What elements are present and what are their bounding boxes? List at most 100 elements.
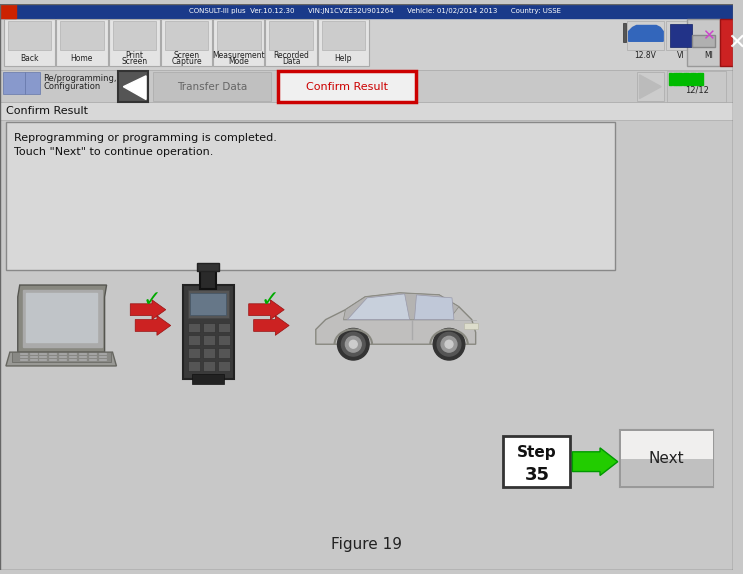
Bar (0, 4, 733, 18)
Polygon shape (415, 295, 454, 320)
Bar (30, 356, 37, 358)
Polygon shape (348, 294, 409, 320)
FancyArrow shape (135, 316, 171, 335)
Text: Re/programming,: Re/programming, (43, 74, 117, 83)
Bar (59, 359, 67, 361)
Text: Transfer Data: Transfer Data (177, 82, 247, 92)
Text: Home: Home (71, 53, 93, 63)
Text: Configuration: Configuration (43, 82, 100, 91)
Text: Back: Back (20, 53, 39, 63)
Circle shape (345, 336, 361, 352)
Bar (153, 72, 271, 102)
Bar (4, 18, 55, 66)
Bar (30, 359, 37, 361)
Bar (189, 335, 201, 345)
Polygon shape (6, 352, 117, 366)
Bar (79, 353, 87, 355)
Text: Confirm Result: Confirm Result (306, 82, 389, 92)
Bar (620, 430, 713, 487)
Bar (265, 18, 317, 66)
Bar (8, 21, 51, 50)
Circle shape (441, 336, 457, 352)
Bar (69, 356, 77, 358)
Bar (26, 293, 97, 342)
Bar (59, 356, 67, 358)
Bar (318, 18, 369, 66)
Text: Next: Next (649, 451, 684, 466)
Bar (99, 356, 106, 358)
Polygon shape (640, 75, 661, 99)
Text: Mode: Mode (228, 57, 249, 67)
Text: 12/12: 12/12 (685, 85, 709, 94)
Bar (108, 18, 160, 66)
Polygon shape (316, 293, 476, 344)
Text: Reprogramming or programming is completed.: Reprogramming or programming is complete… (14, 133, 276, 143)
Bar (623, 22, 626, 42)
Bar (687, 18, 721, 66)
Bar (204, 323, 215, 332)
Bar (0, 512, 733, 570)
Bar (0, 272, 733, 509)
Text: ✓: ✓ (143, 290, 161, 310)
Bar (89, 353, 97, 355)
Bar (25, 72, 40, 94)
Bar (20, 353, 27, 355)
Circle shape (433, 328, 465, 360)
Bar (666, 21, 695, 50)
Bar (679, 73, 682, 85)
Bar (213, 18, 265, 66)
Bar (218, 361, 230, 371)
Bar (670, 24, 692, 47)
Bar (700, 73, 703, 85)
Text: Help: Help (334, 53, 352, 63)
Bar (218, 323, 230, 332)
Text: ✕: ✕ (702, 28, 715, 43)
Bar (637, 72, 664, 102)
Bar (693, 73, 696, 85)
Bar (218, 335, 230, 345)
Bar (667, 71, 727, 102)
Bar (89, 359, 97, 361)
Bar (39, 359, 48, 361)
Bar (20, 356, 27, 358)
Text: ✕: ✕ (727, 32, 743, 52)
Bar (204, 361, 215, 371)
FancyArrow shape (253, 316, 289, 335)
Bar (49, 356, 57, 358)
Text: Data: Data (282, 57, 300, 67)
Bar (60, 21, 103, 50)
Bar (79, 359, 87, 361)
Text: MI: MI (704, 51, 713, 60)
Text: Figure 19: Figure 19 (331, 537, 402, 552)
Bar (12, 352, 111, 362)
Text: Step: Step (517, 445, 557, 460)
Bar (683, 73, 686, 85)
Text: VI: VI (677, 51, 685, 60)
Bar (620, 431, 713, 459)
FancyArrow shape (249, 300, 285, 320)
Bar (690, 73, 692, 85)
Bar (69, 353, 77, 355)
Bar (0, 102, 733, 120)
Bar (89, 356, 97, 358)
Bar (187, 290, 229, 317)
Bar (160, 18, 212, 66)
Bar (190, 293, 226, 315)
Bar (672, 73, 675, 85)
Bar (99, 353, 106, 355)
Bar (165, 21, 208, 50)
Bar (189, 348, 201, 358)
FancyArrow shape (572, 448, 617, 475)
Bar (279, 71, 417, 102)
Bar (99, 359, 106, 361)
Bar (118, 71, 148, 102)
Circle shape (349, 340, 357, 348)
Text: CONSULT-III plus  Ver.10.12.30      VIN:JN1CVZE32U901264      Vehicle: 01/02/201: CONSULT-III plus Ver.10.12.30 VIN:JN1CVZ… (189, 7, 561, 14)
Bar (204, 348, 215, 358)
Bar (79, 356, 87, 358)
Bar (192, 374, 224, 383)
Polygon shape (629, 25, 663, 41)
Bar (49, 353, 57, 355)
Bar (217, 21, 261, 50)
Polygon shape (18, 285, 106, 352)
